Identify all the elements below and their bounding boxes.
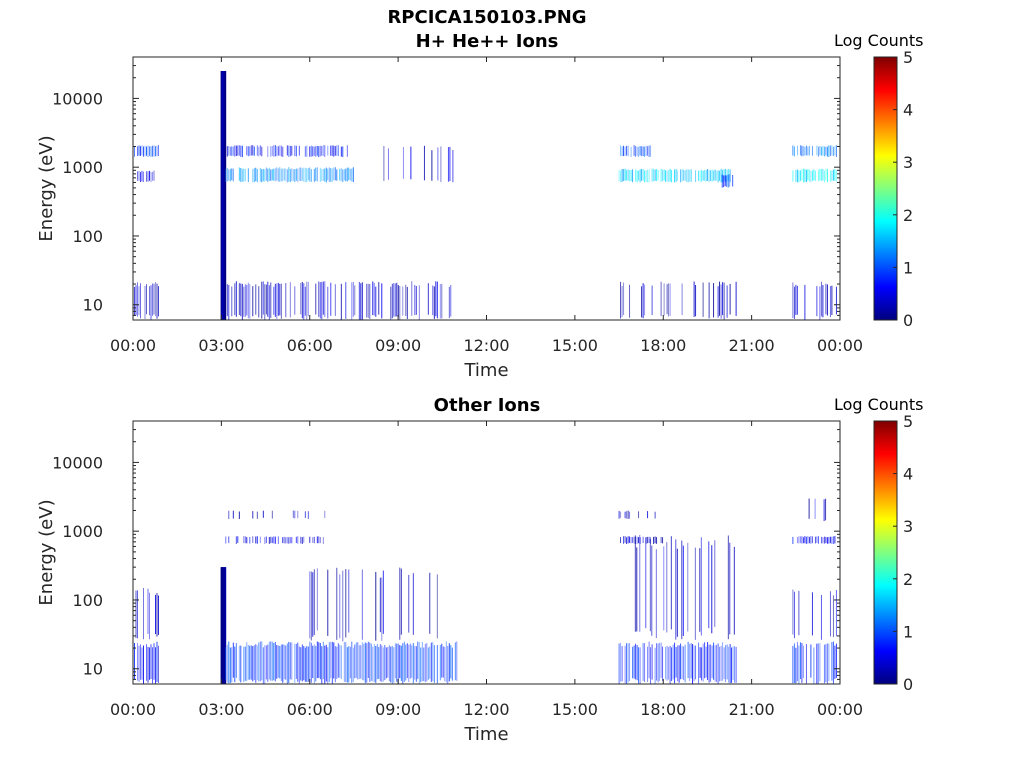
x-tick-label: 00:00 <box>110 336 156 355</box>
x-axis-label: Time <box>463 360 508 381</box>
panel-title-top: H+ He++ Ions <box>415 31 559 52</box>
x-tick-label: 00:00 <box>817 700 863 719</box>
x-tick-label: 18:00 <box>640 700 686 719</box>
y-axis-label: Energy (eV) <box>36 499 57 605</box>
x-tick-label: 09:00 <box>375 336 421 355</box>
colorbar-tick-label: 4 <box>903 101 913 120</box>
y-tick-label: 10000 <box>52 89 103 108</box>
colorbar-tick-label: 5 <box>903 412 913 431</box>
y-tick-label: 1000 <box>62 158 103 177</box>
x-tick-label: 03:00 <box>198 336 244 355</box>
x-tick-label: 12:00 <box>463 700 509 719</box>
y-tick-label: 10 <box>83 296 103 315</box>
x-tick-label: 15:00 <box>552 336 598 355</box>
x-tick-label: 03:00 <box>198 700 244 719</box>
colorbar-label-top: Log Counts <box>834 31 924 50</box>
colorbar-tick-label: 0 <box>903 311 913 330</box>
x-tick-label: 06:00 <box>287 336 333 355</box>
x-tick-label: 00:00 <box>110 700 156 719</box>
y-tick-label: 1000 <box>62 522 103 541</box>
colorbar-tick-label: 5 <box>903 48 913 67</box>
x-tick-label: 12:00 <box>463 336 509 355</box>
x-tick-label: 15:00 <box>552 700 598 719</box>
colorbar-1 <box>873 420 898 685</box>
y-axis-label: Energy (eV) <box>36 135 57 241</box>
y-tick-label: 100 <box>72 227 103 246</box>
x-axis-label: Time <box>463 724 508 745</box>
colorbar-0 <box>873 56 898 321</box>
x-tick-label: 09:00 <box>375 700 421 719</box>
colorbar-tick-label: 4 <box>903 465 913 484</box>
panel-title-bottom: Other Ions <box>433 395 541 416</box>
colorbar-tick-label: 3 <box>903 153 913 172</box>
y-tick-label: 10000 <box>52 453 103 472</box>
colorbar-tick-label: 1 <box>903 258 913 277</box>
plot-frame-0 <box>132 56 841 321</box>
colorbar-tick-label: 1 <box>903 622 913 641</box>
figure-title: RPCICA150103.PNG <box>387 7 587 28</box>
y-tick-label: 100 <box>72 591 103 610</box>
colorbar-tick-label: 2 <box>903 570 913 589</box>
x-tick-label: 21:00 <box>729 700 775 719</box>
x-tick-label: 06:00 <box>287 700 333 719</box>
colorbar-tick-label: 0 <box>903 675 913 694</box>
x-tick-label: 18:00 <box>640 336 686 355</box>
colorbar-tick-label: 2 <box>903 206 913 225</box>
x-tick-label: 21:00 <box>729 336 775 355</box>
x-tick-label: 00:00 <box>817 336 863 355</box>
colorbar-label-bottom: Log Counts <box>834 395 924 414</box>
colorbar-tick-label: 3 <box>903 517 913 536</box>
y-tick-label: 10 <box>83 660 103 679</box>
